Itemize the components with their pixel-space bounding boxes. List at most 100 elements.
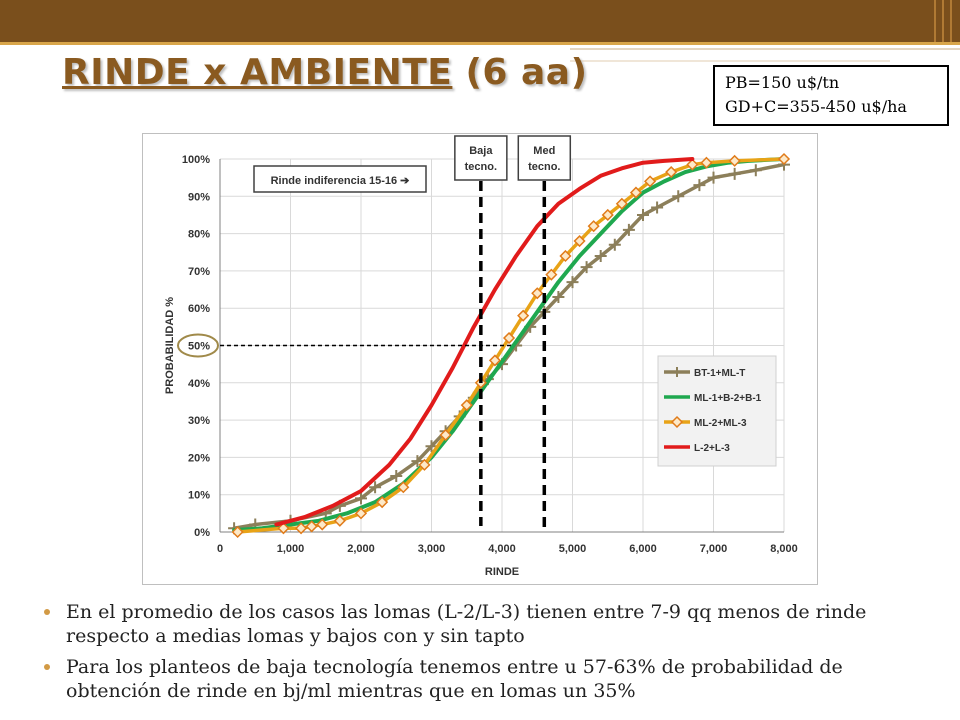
series-BT-1+ML-T — [228, 158, 790, 535]
x-tick-label: 7,000 — [700, 543, 728, 555]
series-point — [488, 354, 502, 367]
series-point — [587, 220, 600, 233]
series-point — [355, 492, 367, 505]
y-tick-label: 90% — [188, 191, 210, 203]
bullet-text: En el promedio de los casos las lomas (L… — [66, 601, 867, 647]
series-point — [749, 164, 762, 177]
series-point — [531, 287, 544, 300]
y-tick-label: 10% — [188, 490, 210, 502]
legend-label: L-2+L-3 — [694, 443, 730, 454]
series-point — [566, 276, 579, 289]
series-line — [274, 157, 695, 527]
slide-title: RINDE x AMBIENTE (6 aa) — [62, 52, 588, 93]
med-tecno-callout-box — [517, 135, 572, 181]
legend-marker — [672, 367, 682, 377]
baja-tecno-callout-label-1: Baja — [469, 145, 493, 157]
y-tick-label: 60% — [188, 303, 210, 315]
med-tecno-callout: Med tecno. — [517, 135, 572, 181]
title-rule-2 — [570, 60, 890, 62]
series-point — [460, 399, 473, 412]
series-point — [693, 179, 706, 192]
indiferencia-box — [253, 165, 427, 193]
series-point — [545, 268, 558, 281]
y-axis-title: PROBABILIDAD % — [164, 297, 176, 394]
y-tick-label: 40% — [188, 378, 210, 390]
series-point — [295, 522, 308, 535]
series-point — [316, 518, 329, 531]
series-point — [707, 171, 720, 184]
series-point — [728, 154, 741, 167]
series-point — [305, 520, 318, 533]
series-point — [643, 175, 657, 188]
y-tick-label: 50% — [188, 341, 210, 353]
bullet-item: Para los planteos de baja tecnología ten… — [44, 655, 934, 703]
series-ML-2+ML-3 — [231, 152, 791, 539]
series-point — [517, 309, 530, 322]
slide-title-suffix: (6 aa) — [465, 52, 588, 93]
series-line — [232, 157, 786, 533]
x-tick-label: 1,000 — [277, 543, 305, 555]
legend-item: L-2+L-3 — [664, 443, 730, 454]
series-point — [672, 190, 685, 203]
series-point — [629, 186, 643, 199]
legend-marker — [670, 415, 684, 429]
x-tick-label: 8,000 — [770, 543, 798, 555]
legend-item: ML-1+B-2+B-1 — [664, 393, 762, 404]
series-point — [580, 261, 593, 274]
x-tick-label: 0 — [217, 543, 223, 555]
series-point — [397, 481, 410, 494]
series-point — [700, 156, 713, 169]
x-tick-label: 2,000 — [347, 543, 375, 555]
series-point — [354, 507, 368, 520]
highlight-circle-50 — [177, 333, 219, 358]
series-point — [552, 291, 565, 304]
probability-chart: 0 1,000 2,000 3,000 4,000 5,000 6,000 7,000 8,00… — [164, 135, 798, 578]
chart-legend: BT-1+ML-T ML-1+B-2+B-1 ML-2+ML-3 L-2+L-3 — [657, 355, 777, 467]
baja-tecno-callout-label-2: tecno. — [465, 161, 497, 173]
x-tick-label: 4,000 — [488, 543, 516, 555]
legend-label: BT-1+ML-T — [694, 368, 745, 379]
series-point — [665, 165, 678, 179]
indiferencia-label: Rinde indiferencia 15-16 ➔ — [271, 175, 411, 187]
x-tick-label: 5,000 — [559, 543, 587, 555]
bullet-text: Para los planteos de baja tecnología ten… — [66, 656, 843, 702]
series-point — [559, 249, 572, 263]
bullet-dot-icon — [44, 664, 50, 670]
bullet-dot-icon — [44, 609, 50, 615]
slide-title-main: RINDE x AMBIENTE — [62, 52, 453, 93]
series-line — [232, 162, 786, 531]
series-point — [728, 167, 741, 180]
series-point — [686, 158, 699, 171]
bullet-list: En el promedio de los casos las lomas (L… — [44, 600, 934, 710]
series-point — [502, 331, 516, 345]
y-tick-label: 20% — [188, 452, 210, 464]
series-point — [333, 514, 346, 527]
legend-item: BT-1+ML-T — [664, 367, 745, 379]
baja-tecno-callout: Baja tecno. — [454, 135, 508, 181]
med-tecno-callout-label-1: Med — [533, 145, 555, 157]
series-point — [369, 481, 382, 494]
series-point — [573, 234, 586, 248]
series-point — [608, 238, 621, 251]
legend-label: ML-1+B-2+B-1 — [694, 393, 762, 404]
price-box: PB=150 u$/tn GD+C=355-450 u$/ha — [713, 65, 949, 126]
series-point — [594, 249, 607, 262]
series-point — [376, 496, 389, 509]
price-line-1: PB=150 u$/tn — [725, 73, 840, 92]
series-point — [425, 440, 438, 453]
top-banner-stripe — [0, 42, 960, 45]
baja-tecno-callout-box — [454, 135, 508, 181]
bullet-item: En el promedio de los casos las lomas (L… — [44, 600, 934, 648]
top-banner — [0, 0, 960, 42]
med-tecno-callout-label-2: tecno. — [528, 161, 560, 173]
series-point — [651, 201, 664, 214]
chart-frame: 0 1,000 2,000 3,000 4,000 5,000 6,000 7,000 8,00… — [142, 133, 818, 585]
series-point — [637, 208, 649, 221]
y-tick-label: 100% — [182, 154, 210, 166]
series-point — [439, 428, 452, 442]
series-point — [411, 455, 424, 468]
series-point — [390, 470, 403, 483]
y-tick-label: 0% — [194, 527, 210, 539]
x-tick-label: 3,000 — [418, 543, 446, 555]
x-tick-label: 6,000 — [629, 543, 657, 555]
